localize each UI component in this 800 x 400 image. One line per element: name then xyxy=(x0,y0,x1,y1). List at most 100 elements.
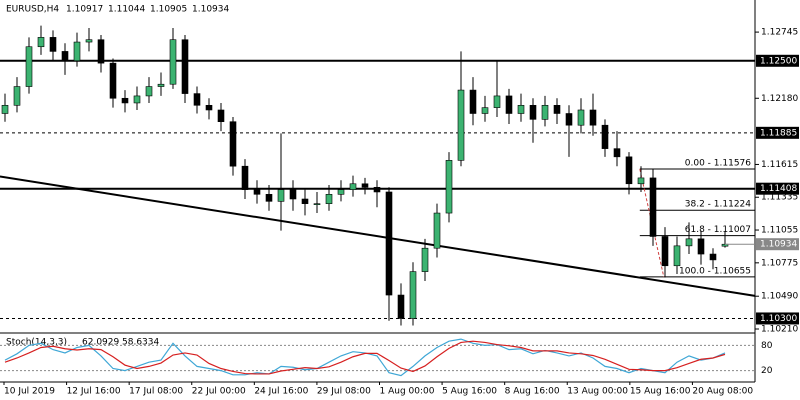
candle-body xyxy=(613,148,621,158)
candle-body xyxy=(121,97,129,104)
candle-body xyxy=(661,236,669,267)
y-tick-label: 1.10210 xyxy=(761,325,798,335)
candle-body xyxy=(13,86,21,106)
x-tick-label: 10 Jul 2019 xyxy=(4,387,55,397)
candle-body xyxy=(133,95,141,104)
candle-body xyxy=(157,83,165,87)
candle-body xyxy=(457,89,465,161)
y-tick-label: 1.10490 xyxy=(761,292,798,302)
y-tick-label: 1.11335 xyxy=(761,193,798,203)
stoch-tick-label: 80 xyxy=(761,341,773,351)
level-label: 1.12500 xyxy=(760,56,797,66)
y-tick-label: 1.12180 xyxy=(761,94,798,104)
header: EURUSD,H4 1.10917 1.11044 1.10905 1.1093… xyxy=(6,5,229,15)
candle-body xyxy=(49,37,57,52)
stoch-main-reading: 62.0929 xyxy=(82,338,119,348)
y-tick-label: 1.11055 xyxy=(761,226,798,236)
stoch-signal-reading: 58.6334 xyxy=(122,338,159,348)
candle-body xyxy=(37,37,45,48)
candle-body xyxy=(493,95,501,108)
candle-body xyxy=(361,183,369,188)
level-label: 1.11885 xyxy=(760,128,797,138)
current-price-label: 1.10934 xyxy=(760,240,797,250)
candle-body xyxy=(709,253,717,261)
candle-body xyxy=(229,121,237,167)
fib-label: 100.0 - 1.10655 xyxy=(679,266,751,276)
candle-body xyxy=(73,41,81,62)
candle-body xyxy=(253,189,261,195)
candle-body xyxy=(553,104,561,114)
x-tick-label: 12 Jul 16:00 xyxy=(67,387,121,397)
candle-body xyxy=(565,113,573,126)
high-price: 1.11044 xyxy=(108,5,145,15)
candle-body xyxy=(481,107,489,114)
level-label-box xyxy=(756,182,799,195)
candle-body xyxy=(373,186,381,193)
candle-body xyxy=(61,51,69,62)
candle-body xyxy=(337,189,345,195)
stoch-title: Stoch(14,3,3) xyxy=(6,338,67,348)
candle-body xyxy=(397,294,405,319)
x-tick-label: 22 Jul 00:00 xyxy=(192,387,246,397)
open-price: 1.10917 xyxy=(66,5,103,15)
candle-body xyxy=(97,39,105,64)
x-tick-label: 8 Aug 16:00 xyxy=(505,387,560,397)
candle-body xyxy=(85,39,93,43)
candle-body xyxy=(649,177,657,237)
candle-body xyxy=(625,156,633,185)
symbol: EURUSD,H4 xyxy=(6,5,59,15)
candle-body xyxy=(217,109,225,122)
x-tick-label: 20 Aug 08:00 xyxy=(692,387,753,397)
candle-body xyxy=(301,198,309,204)
candle-body xyxy=(529,104,537,120)
y-tick-label: 1.11615 xyxy=(761,160,798,170)
candle-body xyxy=(469,89,477,114)
level-label: 1.10300 xyxy=(760,314,797,324)
candle-body xyxy=(637,177,645,185)
candle-body xyxy=(685,238,693,247)
stoch-line xyxy=(4,340,726,375)
close-price: 1.10934 xyxy=(192,5,229,15)
candle-body xyxy=(25,46,33,87)
y-tick-label: 1.12745 xyxy=(761,28,798,38)
candle-body xyxy=(289,189,297,200)
fib-label: 38.2 - 1.11224 xyxy=(685,200,751,210)
level-label: 1.11408 xyxy=(760,184,797,194)
candle-body xyxy=(673,245,681,267)
y-tick-label: 1.10775 xyxy=(761,258,798,268)
x-tick-label: 13 Aug 00:00 xyxy=(567,387,628,397)
candle-body xyxy=(577,109,585,126)
candle-body xyxy=(589,109,597,126)
candle-body xyxy=(601,124,609,149)
candle-body xyxy=(517,104,525,114)
current-price-box xyxy=(756,238,799,251)
fib-label: 61.8 - 1.11007 xyxy=(685,225,751,235)
candle-body xyxy=(421,247,429,272)
candle-body xyxy=(193,93,201,106)
candle-body xyxy=(145,86,153,97)
stoch-tick-label: 20 xyxy=(761,366,773,376)
trendline xyxy=(0,175,756,297)
candle-body xyxy=(313,203,321,205)
candle-body xyxy=(433,212,441,249)
candle-body xyxy=(241,165,249,190)
candle-body xyxy=(277,189,285,202)
level-label-box xyxy=(756,126,799,139)
candle-body xyxy=(325,194,333,204)
x-tick-label: 15 Aug 16:00 xyxy=(630,387,691,397)
candle-body xyxy=(265,194,273,202)
candle-body xyxy=(541,104,549,120)
candle-body xyxy=(409,271,417,319)
low-price: 1.10905 xyxy=(150,5,187,15)
candle-body xyxy=(445,160,453,214)
x-tick-label: 24 Jul 16:00 xyxy=(254,387,308,397)
candle-body xyxy=(1,104,9,114)
level-label-box xyxy=(756,312,799,325)
candle-body xyxy=(697,238,705,255)
x-tick-label: 29 Jul 08:00 xyxy=(317,387,371,397)
candle-body xyxy=(181,39,189,94)
candle-body xyxy=(385,191,393,296)
x-tick-label: 5 Aug 16:00 xyxy=(442,387,497,397)
